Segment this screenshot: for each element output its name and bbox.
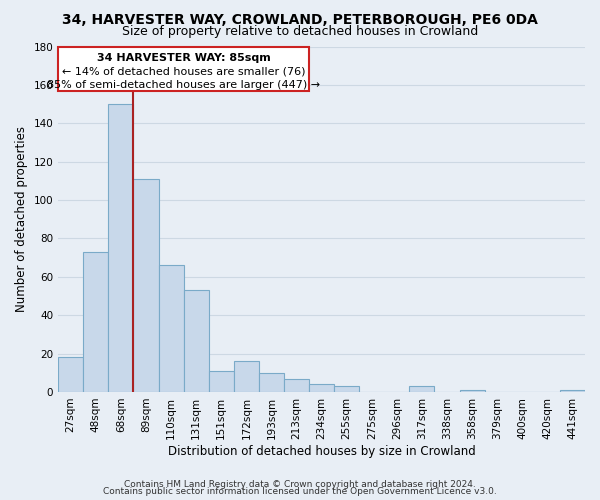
Text: ← 14% of detached houses are smaller (76): ← 14% of detached houses are smaller (76…	[62, 66, 305, 76]
Bar	[58, 358, 83, 392]
Bar	[259, 373, 284, 392]
X-axis label: Distribution of detached houses by size in Crowland: Distribution of detached houses by size …	[168, 444, 475, 458]
Bar	[83, 252, 109, 392]
Bar	[209, 371, 234, 392]
Bar	[184, 290, 209, 392]
Text: Contains public sector information licensed under the Open Government Licence v3: Contains public sector information licen…	[103, 487, 497, 496]
Bar	[334, 386, 359, 392]
Bar	[460, 390, 485, 392]
Bar	[309, 384, 334, 392]
Bar	[409, 386, 434, 392]
Bar	[284, 378, 309, 392]
Text: 34, HARVESTER WAY, CROWLAND, PETERBOROUGH, PE6 0DA: 34, HARVESTER WAY, CROWLAND, PETERBOROUG…	[62, 12, 538, 26]
Text: 85% of semi-detached houses are larger (447) →: 85% of semi-detached houses are larger (…	[47, 80, 320, 90]
Y-axis label: Number of detached properties: Number of detached properties	[15, 126, 28, 312]
Bar	[133, 179, 158, 392]
Bar	[234, 362, 259, 392]
Bar	[109, 104, 133, 392]
Bar	[158, 266, 184, 392]
Text: 34 HARVESTER WAY: 85sqm: 34 HARVESTER WAY: 85sqm	[97, 53, 271, 63]
Bar	[560, 390, 585, 392]
Text: Size of property relative to detached houses in Crowland: Size of property relative to detached ho…	[122, 25, 478, 38]
FancyBboxPatch shape	[58, 46, 309, 90]
Text: Contains HM Land Registry data © Crown copyright and database right 2024.: Contains HM Land Registry data © Crown c…	[124, 480, 476, 489]
